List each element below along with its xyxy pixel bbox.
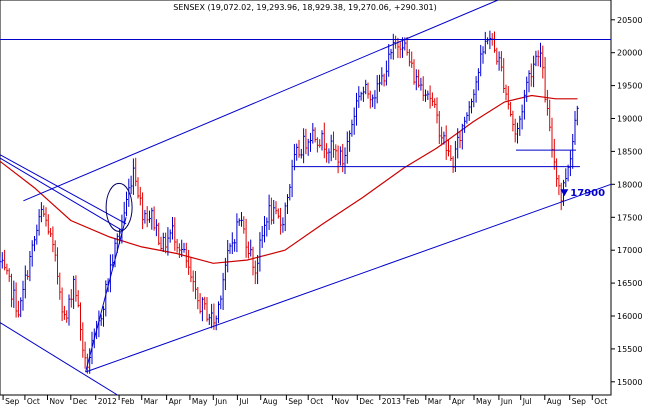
trendline bbox=[0, 157, 123, 231]
x-tick-label: Sep bbox=[288, 397, 302, 406]
y-tick-label: 19500 bbox=[617, 82, 642, 91]
y-tick-label: 15500 bbox=[617, 345, 642, 354]
x-tick-label: Jun bbox=[500, 397, 513, 406]
x-tick-label: Dec bbox=[73, 397, 88, 406]
annotations-layer: 17900 bbox=[560, 188, 605, 199]
x-tick-label: Feb bbox=[121, 397, 135, 406]
x-tick-label: Oct bbox=[594, 397, 607, 406]
moving-average-layer bbox=[0, 94, 578, 264]
x-tick-label: Feb bbox=[406, 397, 420, 406]
y-tick-label: 15000 bbox=[617, 378, 642, 387]
x-tick-label: Dec bbox=[359, 397, 374, 406]
chart-title: SENSEX (19,072.02, 19,293.96, 18,929.38,… bbox=[173, 3, 437, 12]
x-tick-label: Nov bbox=[334, 397, 349, 406]
x-tick-label: Sep bbox=[572, 397, 586, 406]
trendline bbox=[0, 154, 127, 225]
x-axis: Sep Oct Nov Dec 2012 Feb Mar Apr May Jun Jul Aug Sep… bbox=[2, 395, 607, 406]
y-tick-label: 17500 bbox=[617, 213, 642, 222]
x-tick-label: Jun bbox=[214, 397, 227, 406]
y-tick-label: 19000 bbox=[617, 115, 642, 124]
x-tick-label: Apr bbox=[169, 397, 183, 406]
x-tick-label: Nov bbox=[50, 397, 65, 406]
y-axis: 15000 15500 16000 16500 17000 17500 18000 18500… bbox=[611, 16, 642, 387]
x-tick-label: Jul bbox=[522, 397, 532, 406]
plot-area bbox=[0, 0, 612, 396]
y-tick-label: 16500 bbox=[617, 279, 642, 288]
y-tick-label: 18000 bbox=[617, 180, 642, 189]
y-tick-label: 16000 bbox=[617, 312, 642, 321]
x-tick-label: Oct bbox=[27, 397, 40, 406]
trendline bbox=[85, 217, 127, 373]
trendline bbox=[85, 183, 612, 373]
price-bars-layer bbox=[0, 30, 579, 374]
x-tick-label: 2012 bbox=[98, 397, 117, 406]
x-tick-label: Aug bbox=[547, 397, 562, 406]
x-tick-label: May bbox=[192, 397, 208, 406]
x-tick-label: 2013 bbox=[382, 397, 401, 406]
x-tick-label: Aug bbox=[263, 397, 278, 406]
annotation-label: 17900 bbox=[570, 188, 605, 199]
x-tick-label: Jul bbox=[238, 397, 248, 406]
x-tick-label: May bbox=[476, 397, 492, 406]
trendline bbox=[23, 0, 499, 202]
x-tick-label: Apr bbox=[452, 397, 466, 406]
trendlines-layer bbox=[0, 0, 612, 396]
x-tick-label: Mar bbox=[428, 397, 443, 406]
x-tick-label: Oct bbox=[310, 397, 323, 406]
y-tick-label: 20000 bbox=[617, 49, 642, 58]
moving-average-line bbox=[0, 94, 578, 264]
annotation-arrow-icon bbox=[560, 189, 569, 197]
x-tick-label: Mar bbox=[144, 397, 159, 406]
y-tick-label: 17000 bbox=[617, 246, 642, 255]
trendline bbox=[0, 322, 118, 396]
y-tick-label: 18500 bbox=[617, 147, 642, 156]
x-tick-label: Sep bbox=[5, 397, 19, 406]
highlight-ellipse bbox=[105, 182, 133, 232]
y-tick-label: 20500 bbox=[617, 16, 642, 25]
